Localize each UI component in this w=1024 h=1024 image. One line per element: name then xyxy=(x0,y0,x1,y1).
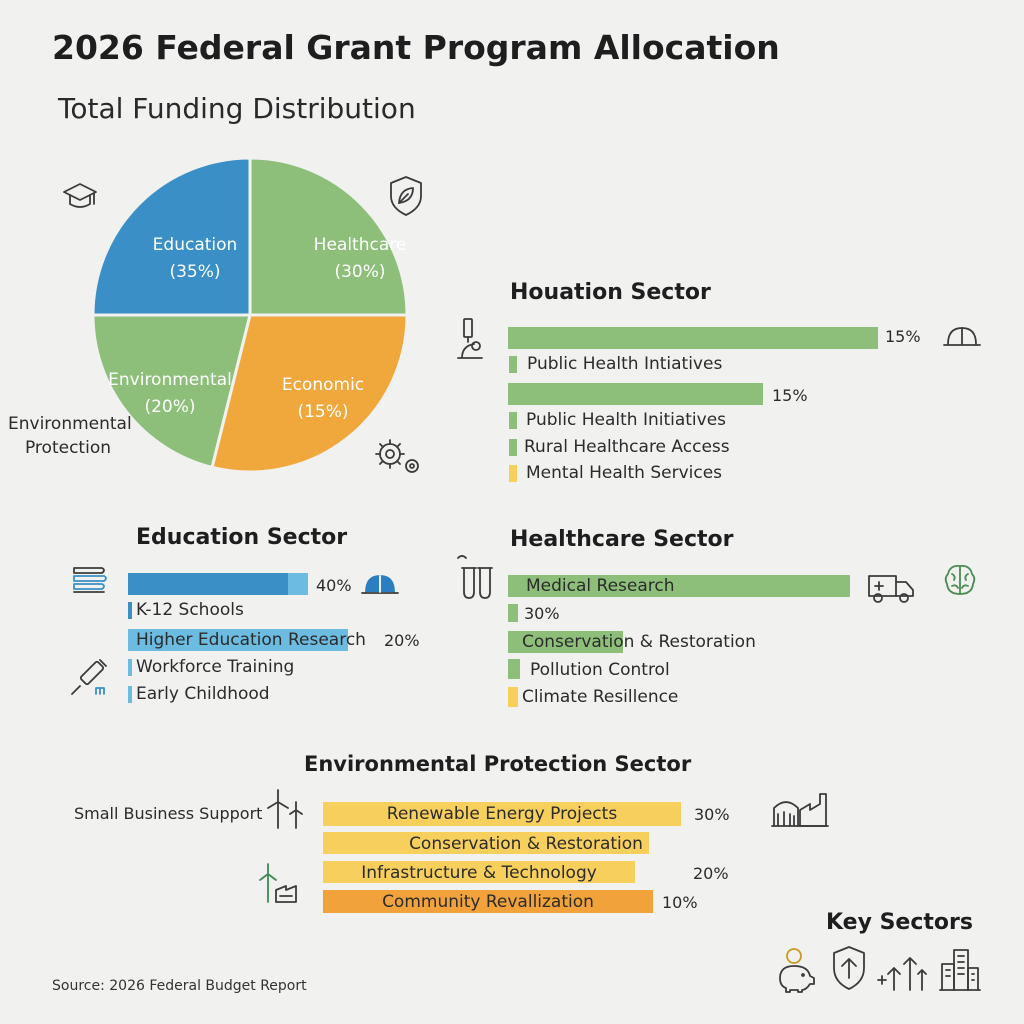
pie-label-healthcare: Healthcare xyxy=(314,235,407,255)
bar xyxy=(508,383,763,405)
pie-slice-healthcare xyxy=(248,156,409,317)
factory-turbine-icon xyxy=(259,863,297,903)
bar xyxy=(128,573,288,595)
bar-label: Public Health Intiatives xyxy=(527,354,723,374)
bar-tick xyxy=(509,439,517,456)
books-icon xyxy=(73,567,107,593)
bar-label: Early Childhood xyxy=(136,684,270,704)
bar-label: 30% xyxy=(524,604,560,623)
pie-label-economic: Economic xyxy=(282,375,364,395)
page-title: 2026 Federal Grant Program Allocation xyxy=(52,28,780,67)
gears-icon xyxy=(375,439,419,473)
environmental-sector-title: Environmental Protection Sector xyxy=(304,752,692,776)
bar-label: Renewable Energy Projects xyxy=(386,804,618,824)
bar xyxy=(323,861,635,883)
pie-label-education: Education xyxy=(153,235,238,255)
bar xyxy=(288,573,308,595)
bar-value: 20% xyxy=(384,631,420,650)
bar-value: 20% xyxy=(693,864,729,883)
bar xyxy=(128,629,348,651)
source-note: Source: 2026 Federal Budget Report xyxy=(52,978,307,994)
graduation-cap-icon xyxy=(63,183,97,208)
factory-icon xyxy=(771,793,829,827)
growth-arrows-icon xyxy=(877,957,927,991)
bar-value: 30% xyxy=(694,805,730,824)
chart-subtitle: Total Funding Distribution xyxy=(58,92,416,125)
shield-arrow-icon xyxy=(833,946,865,990)
bar xyxy=(323,890,653,913)
bar-value: 10% xyxy=(662,893,698,912)
bar xyxy=(323,802,681,826)
bar-label: Public Health Initiatives xyxy=(526,410,727,430)
shield-leaf-icon xyxy=(390,176,422,216)
healthcare-sector-title: Healthcare Sector xyxy=(510,527,734,552)
hard-hat-icon xyxy=(361,575,399,594)
pie-outside-label: Environmental Protection xyxy=(8,414,132,458)
ambulance-icon xyxy=(868,575,914,603)
bar-tick xyxy=(509,412,517,429)
bar-tick xyxy=(508,604,518,622)
bar-label: Climate Resillence xyxy=(522,687,679,707)
piggy-bank-icon xyxy=(779,948,815,993)
hard-hat-icon xyxy=(943,327,981,346)
pie-slice-education xyxy=(91,156,252,317)
bar-value: 15% xyxy=(885,327,921,346)
key-sectors-title: Key Sectors xyxy=(826,910,973,935)
wind-turbines-icon xyxy=(267,789,303,829)
bar-value: 15% xyxy=(772,386,808,405)
pie-label-environmental: Environmental xyxy=(108,370,232,390)
syringe-icon xyxy=(71,659,107,695)
bar-label: Conservation & Restoration xyxy=(522,632,756,652)
bar-tick xyxy=(128,686,132,703)
brain-icon xyxy=(944,565,976,595)
small-business-support-label: Small Business Support xyxy=(74,804,263,823)
education-sector-title: Education Sector xyxy=(136,525,348,550)
bar xyxy=(508,327,878,349)
bar-label: Medical Research xyxy=(526,576,675,596)
bar-label: Higher Education Research xyxy=(136,630,366,650)
bar-label: K-12 Schools xyxy=(136,600,244,620)
bar-value: 40% xyxy=(316,576,352,595)
bar-label: Mental Health Services xyxy=(526,463,723,483)
bar xyxy=(508,575,850,597)
bar-tick xyxy=(508,687,518,707)
city-buildings-icon xyxy=(939,949,981,991)
pie-value-education: (35%) xyxy=(169,262,220,282)
bar-label: Infrastructure & Technology xyxy=(361,863,597,883)
pie-value-healthcare: (30%) xyxy=(334,262,385,282)
houation-sector-title: Houation Sector xyxy=(510,280,711,305)
pie-value-economic: (15%) xyxy=(297,402,348,422)
bar-tick xyxy=(128,659,132,676)
bar-tick xyxy=(128,602,132,619)
bar-tick xyxy=(508,659,520,679)
pie-slice-environmental xyxy=(91,313,252,470)
bar-label: Rural Healthcare Access xyxy=(524,437,730,457)
microscope-icon xyxy=(457,318,483,359)
bar xyxy=(508,631,623,653)
bar xyxy=(323,832,649,854)
pie-chart: Education (35%) Healthcare (30%) Economic (15… xyxy=(91,156,409,474)
bar-label: Workforce Training xyxy=(136,657,295,677)
test-tubes-icon xyxy=(457,555,493,599)
pie-slice-economic xyxy=(210,313,409,474)
bar-tick xyxy=(509,356,517,373)
pie-value-environmental: (20%) xyxy=(144,397,195,417)
bar-label: Community Revallization xyxy=(382,892,594,912)
bar-label: Pollution Control xyxy=(530,660,670,680)
bar-label: Conservation & Restoration xyxy=(409,834,643,854)
bar-tick xyxy=(509,465,517,482)
